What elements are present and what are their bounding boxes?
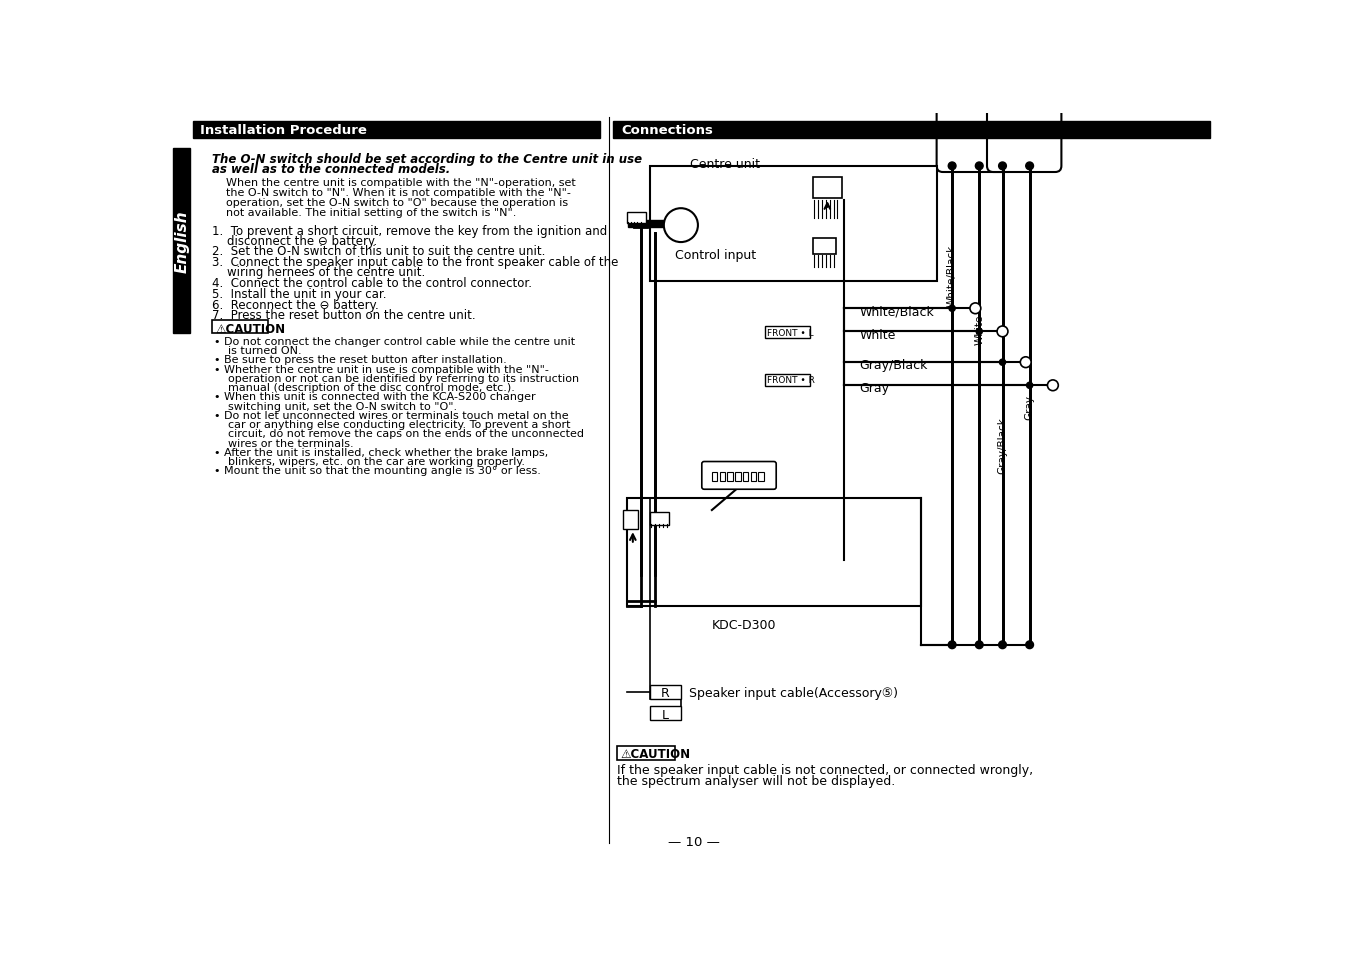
Text: 1.  To prevent a short circuit, remove the key from the ignition and: 1. To prevent a short circuit, remove th… [211,224,607,237]
Text: the O-N switch to "N". When it is not compatible with the "N"-: the O-N switch to "N". When it is not co… [211,188,570,197]
Circle shape [948,306,955,312]
Bar [173,149,190,334]
Text: L: L [661,708,669,721]
Text: is turned ON.: is turned ON. [221,346,302,355]
Bar [626,213,646,224]
Text: 5.  Install the unit in your car.: 5. Install the unit in your car. [211,288,386,300]
Circle shape [976,163,984,171]
Text: Gray/Black: Gray/Black [997,416,1008,474]
Text: 7.  Press the reset button on the centre unit.: 7. Press the reset button on the centre … [211,309,476,322]
Bar [650,685,680,699]
Text: • Do not connect the changer control cable while the centre unit: • Do not connect the changer control cab… [214,336,575,347]
Text: White/Black: White/Black [859,305,934,318]
Bar [650,706,680,720]
Circle shape [976,641,984,649]
Text: Installation Procedure: Installation Procedure [201,124,367,137]
Bar [629,220,663,228]
Circle shape [1026,641,1034,649]
Text: wiring hernees of the centre unit.: wiring hernees of the centre unit. [211,266,425,279]
Bar [192,122,599,139]
Circle shape [1027,383,1033,389]
Text: • Mount the unit so that the mounting angle is 30° or less.: • Mount the unit so that the mounting an… [214,466,541,476]
Text: disconnect the ⊖ battery.: disconnect the ⊖ battery. [211,234,377,248]
Text: White: White [974,314,984,345]
Bar [813,239,836,254]
Circle shape [999,163,1007,171]
Bar [720,472,725,481]
Text: White: White [859,328,896,341]
Bar [751,472,756,481]
Circle shape [997,327,1008,337]
Text: car or anything else conducting electricity. To prevent a short: car or anything else conducting electric… [221,419,570,430]
Text: manual (description of the disc control mode, etc.).: manual (description of the disc control … [221,383,515,393]
Bar [759,472,764,481]
Circle shape [1047,380,1058,392]
Text: • After the unit is installed, check whether the brake lamps,: • After the unit is installed, check whe… [214,447,547,457]
FancyBboxPatch shape [936,61,1011,172]
Bar [711,472,717,481]
Bar [614,122,1210,139]
Text: • Be sure to press the reset button after installation.: • Be sure to press the reset button afte… [214,355,507,365]
Text: operation, set the O-N switch to "O" because the operation is: operation, set the O-N switch to "O" bec… [211,197,568,208]
Text: FRONT • R: FRONT • R [767,375,814,385]
Text: • Whether the centre unit in use is compatible with the "N"-: • Whether the centre unit in use is comp… [214,364,549,375]
Text: 6.  Reconnect the ⊖ battery.: 6. Reconnect the ⊖ battery. [211,298,379,312]
Text: R: R [661,687,669,700]
Circle shape [948,163,957,171]
Text: Gray/Black: Gray/Black [859,359,928,372]
Text: Centre unit: Centre unit [690,158,760,172]
Text: • Do not let unconnected wires or terminals touch metal on the: • Do not let unconnected wires or termin… [214,411,568,420]
Circle shape [999,641,1007,649]
Text: Gray: Gray [1024,395,1035,419]
FancyBboxPatch shape [986,61,1061,172]
Bar [623,511,638,530]
Text: 3.  Connect the speaker input cable to the front speaker cable of the: 3. Connect the speaker input cable to th… [211,256,618,269]
Text: wires or the terminals.: wires or the terminals. [221,438,354,448]
Text: the spectrum analyser will not be displayed.: the spectrum analyser will not be displa… [617,775,894,787]
Text: Connections: Connections [621,124,713,137]
Circle shape [1020,357,1031,368]
Bar [764,327,809,339]
Text: • When this unit is connected with the KCA-S200 changer: • When this unit is connected with the K… [214,392,535,402]
Text: as well as to the connected models.: as well as to the connected models. [211,163,450,175]
Text: 4.  Connect the control cable to the control connector.: 4. Connect the control cable to the cont… [211,276,533,290]
Text: circuit, do not remove the caps on the ends of the unconnected: circuit, do not remove the caps on the e… [221,429,584,439]
Bar [743,472,748,481]
Text: When the centre unit is compatible with the "N"-operation, set: When the centre unit is compatible with … [211,177,576,188]
Text: English: English [175,210,190,273]
Circle shape [948,641,957,649]
Text: switching unit, set the O-N switch to "O".: switching unit, set the O-N switch to "O… [221,401,458,412]
Circle shape [970,304,981,314]
Bar [813,177,841,199]
Text: ⚠CAUTION: ⚠CAUTION [621,747,691,760]
Text: Control input: Control input [675,249,756,262]
Text: blinkers, wipers, etc. on the car are working properly.: blinkers, wipers, etc. on the car are wo… [221,456,526,467]
Bar [650,512,669,526]
Text: The O-N switch should be set according to the Centre unit in use: The O-N switch should be set according t… [211,152,642,166]
Text: White/Black: White/Black [947,245,957,307]
Text: — 10 —: — 10 — [668,835,720,848]
Text: ⚠CAUTION: ⚠CAUTION [215,323,286,335]
Bar [211,320,268,334]
Text: FRONT • L: FRONT • L [767,328,813,337]
FancyBboxPatch shape [702,462,776,490]
Text: not available. The initial setting of the switch is "N".: not available. The initial setting of th… [211,208,516,217]
Circle shape [1000,359,1005,366]
Bar [728,472,733,481]
Bar [617,746,675,760]
Text: If the speaker input cable is not connected, or connected wrongly,: If the speaker input cable is not connec… [617,763,1033,777]
Text: KDC-D300: KDC-D300 [711,618,776,631]
Bar [736,472,741,481]
Bar [626,499,921,607]
Text: operation or not can be identified by referring to its instruction: operation or not can be identified by re… [221,374,580,383]
Circle shape [1026,163,1034,171]
Text: 2.  Set the O-N switch of this unit to suit the centre unit.: 2. Set the O-N switch of this unit to su… [211,245,545,258]
Text: Speaker input cable(Accessory⑤): Speaker input cable(Accessory⑤) [688,687,897,700]
Circle shape [664,209,698,243]
Circle shape [976,329,982,335]
Text: Gray: Gray [859,382,889,395]
Bar [650,167,936,282]
Bar [764,375,809,387]
